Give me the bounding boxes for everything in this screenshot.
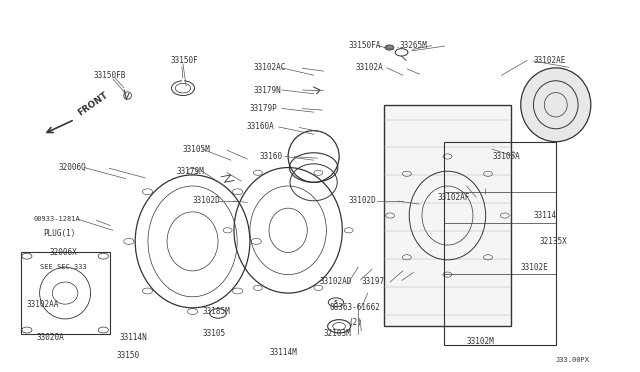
Text: 33102AD: 33102AD xyxy=(320,278,353,286)
Text: 33150F: 33150F xyxy=(170,56,198,65)
Text: 32103M: 32103M xyxy=(323,329,351,338)
Bar xyxy=(444,142,556,345)
Text: 33150: 33150 xyxy=(116,351,140,360)
Text: 32006Q: 32006Q xyxy=(59,163,86,172)
Text: 33102AF: 33102AF xyxy=(438,193,470,202)
Text: S: S xyxy=(334,300,338,305)
Text: 33020A: 33020A xyxy=(36,333,64,342)
Text: 33265M: 33265M xyxy=(399,41,428,50)
Text: 33102D: 33102D xyxy=(193,196,220,205)
Text: 33185M: 33185M xyxy=(202,307,230,316)
Text: 33102AE: 33102AE xyxy=(534,56,566,65)
Text: 33114M: 33114M xyxy=(269,348,297,357)
Text: 33179M: 33179M xyxy=(177,167,204,176)
Text: 33150FA: 33150FA xyxy=(349,41,381,50)
Text: 33114: 33114 xyxy=(534,211,557,220)
Text: 33114N: 33114N xyxy=(119,333,147,342)
Text: 33102E: 33102E xyxy=(521,263,548,272)
Text: (2): (2) xyxy=(349,318,362,327)
Ellipse shape xyxy=(385,45,394,50)
Text: 33160A: 33160A xyxy=(246,122,275,131)
Text: 33105: 33105 xyxy=(202,329,225,338)
Text: 33105A: 33105A xyxy=(492,152,520,161)
Text: 33150FB: 33150FB xyxy=(94,71,126,80)
Text: 33160: 33160 xyxy=(259,152,283,161)
Text: 33197: 33197 xyxy=(362,278,385,286)
Bar xyxy=(20,253,109,334)
Text: 33102M: 33102M xyxy=(467,337,494,346)
Text: 33102A: 33102A xyxy=(355,63,383,72)
Text: 33102D: 33102D xyxy=(349,196,376,205)
Text: 08363-61662: 08363-61662 xyxy=(330,303,380,312)
Text: 33102AC: 33102AC xyxy=(253,63,285,72)
Text: 32006X: 32006X xyxy=(49,248,77,257)
Text: PLUG(1): PLUG(1) xyxy=(43,230,75,238)
Text: SEE SEC.333: SEE SEC.333 xyxy=(40,264,86,270)
Text: 33179N: 33179N xyxy=(253,86,281,94)
Text: FRONT: FRONT xyxy=(77,90,110,118)
Text: 33102AA: 33102AA xyxy=(27,300,60,309)
Ellipse shape xyxy=(521,68,591,142)
Text: 33105M: 33105M xyxy=(183,145,211,154)
Text: 00933-1281A: 00933-1281A xyxy=(33,216,80,222)
Text: J33.00PX: J33.00PX xyxy=(556,356,590,363)
Bar xyxy=(384,105,511,326)
Text: 32135X: 32135X xyxy=(540,237,568,246)
Text: 33179P: 33179P xyxy=(250,104,278,113)
